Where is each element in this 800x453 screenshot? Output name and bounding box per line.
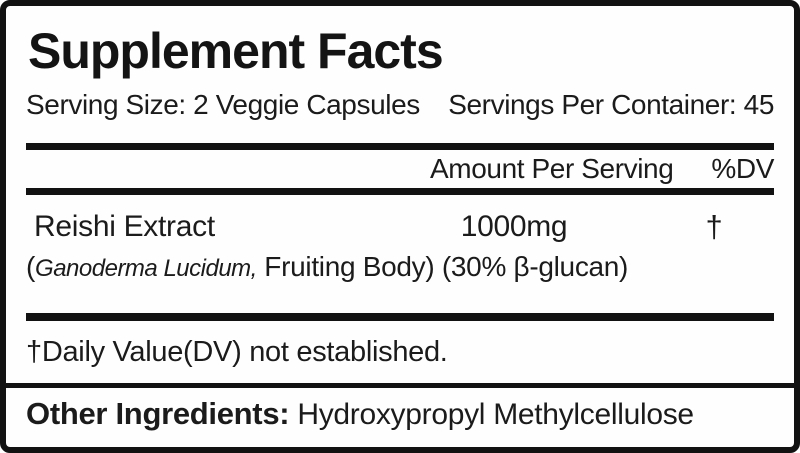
label-title: Supplement Facts [28,23,444,79]
amount-per-serving-header: Amount Per Serving [430,152,674,184]
detail-open-paren: ( [26,250,36,282]
column-header-row: Amount Per Serving %DV [26,150,774,188]
thick-rule-middle [26,187,774,195]
facts-panel: Supplement Facts Serving Size: 2 Veggie … [6,6,794,383]
other-ingredients-label: Other Ingredients: [26,396,290,431]
ingredient-name: Reishi Extract [34,209,215,243]
ingredient-amount: 1000mg [460,209,568,243]
dv-footnote: †Daily Value(DV) not established. [26,335,448,368]
percent-dv-header: %DV [711,152,774,184]
serving-size-text: Serving Size: 2 Veggie Capsules [26,88,420,120]
thick-rule-top [26,142,774,150]
ingredient-detail-row: (Ganoderma Lucidum, Fruiting Body) (30% … [26,247,774,289]
ingredient-detail-rest: Fruiting Body) (30% β-glucan) [256,250,629,282]
other-ingredients-value: Hydroxypropyl Methylcellulose [289,398,694,431]
ingredient-latin-name: Ganoderma Lucidum, [35,254,257,282]
ingredient-row: Reishi Extract 1000mg † [26,208,774,246]
other-ingredients-section: Other Ingredients: Hydroxypropyl Methylc… [6,383,794,447]
serving-info-row: Serving Size: 2 Veggie Capsules Servings… [26,87,774,123]
servings-per-container-text: Servings Per Container: 45 [448,88,774,120]
ingredient-dv-dagger: † [705,208,723,244]
thick-rule-bottom [26,312,774,321]
